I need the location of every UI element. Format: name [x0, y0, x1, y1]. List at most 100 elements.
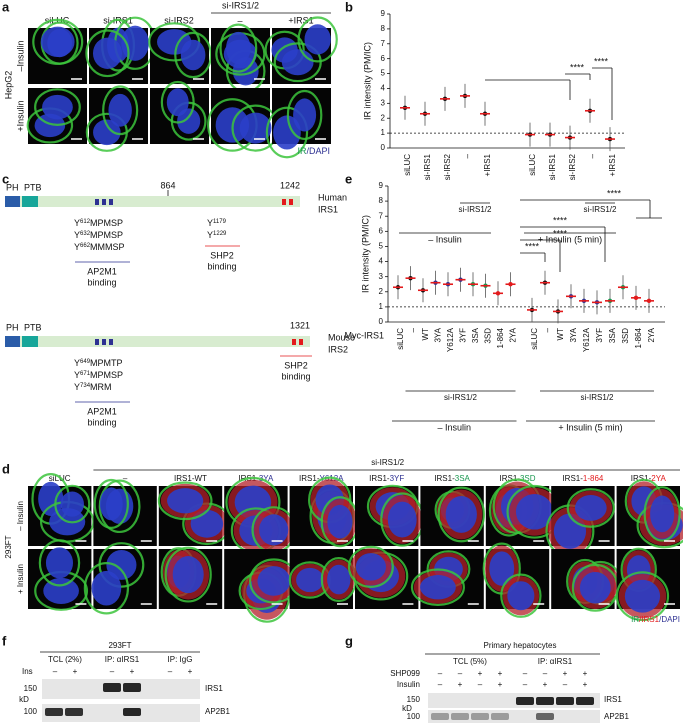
nucleus	[166, 88, 189, 117]
prefix: IRS1-	[299, 474, 320, 483]
marker: 100	[407, 712, 421, 721]
sign: –	[563, 680, 568, 689]
row-label: + Insulin	[16, 564, 25, 594]
sign: –	[53, 667, 58, 676]
micrograph	[482, 542, 550, 618]
y-tick-label: 6	[381, 54, 386, 63]
prefix: IRS1-	[562, 474, 583, 483]
prefix: IRS1-	[174, 474, 195, 483]
ir-signal	[219, 23, 258, 73]
domain-label: PTB	[24, 182, 42, 192]
group-label: + Insulin (5 min)	[558, 422, 622, 432]
ir-signal	[643, 486, 681, 542]
motif: Y671MPMSP	[74, 370, 123, 380]
nucleus	[327, 564, 351, 595]
group-label: – Insulin	[437, 422, 471, 432]
ap2m1-site	[109, 339, 113, 345]
position: 1179	[213, 219, 227, 225]
label: SHP2	[210, 250, 234, 260]
shp2-site	[292, 339, 296, 345]
x-tick-label: WT	[556, 328, 565, 341]
position: 649	[80, 359, 91, 365]
x-tick-label: si-IRS1	[423, 153, 432, 180]
sign: +	[73, 667, 78, 676]
domain-label: PH	[6, 322, 19, 332]
marker: kD	[402, 704, 412, 713]
ir-signal	[410, 568, 465, 607]
treatment-label: SHP099	[390, 669, 420, 678]
band-label: IRS1	[604, 695, 622, 704]
blot-strip	[428, 710, 600, 723]
sign: +	[583, 680, 588, 689]
x-tick-label: 1-864	[496, 327, 505, 348]
row-label: –Insulin	[15, 40, 25, 71]
micrograph	[616, 478, 683, 549]
subgroup-label: si-IRS1/2	[459, 205, 492, 214]
position-label: 864	[160, 180, 175, 190]
ir-signal	[174, 31, 213, 79]
position: 632	[80, 231, 91, 237]
blot-band	[516, 697, 534, 705]
micrograph	[545, 486, 615, 558]
x-tick-label: 3YF	[459, 328, 468, 343]
x-tick-label: siLUC	[396, 328, 405, 350]
sign: +	[130, 667, 135, 676]
residue: Y	[74, 218, 80, 228]
ir-signal	[615, 571, 670, 622]
y-tick-label: 2	[381, 113, 386, 122]
nucleus	[624, 579, 661, 613]
treatment-label: Insulin	[397, 680, 420, 689]
micrograph	[26, 88, 87, 144]
position: 662	[80, 243, 91, 249]
nucleus	[579, 571, 611, 604]
sign: +	[583, 669, 588, 678]
sign: +	[478, 669, 483, 678]
column-header: IRS1-3YF	[369, 474, 404, 483]
sign: +	[543, 680, 548, 689]
blot-strip	[428, 693, 600, 708]
variant: WT	[195, 474, 208, 483]
sign: –	[438, 680, 443, 689]
ir-signal	[347, 545, 394, 588]
significance: ****	[553, 215, 568, 225]
nucleus	[91, 570, 122, 606]
column-header: IRS1-2YA	[631, 474, 667, 483]
blot-band	[103, 683, 121, 692]
ap2m1-site	[102, 199, 106, 205]
blot-band	[536, 713, 554, 720]
ap2m1-site	[109, 199, 113, 205]
label: AP2M1	[87, 406, 117, 416]
nucleus	[177, 108, 201, 134]
domain-label: PH	[6, 182, 19, 192]
sign: +	[458, 680, 463, 689]
lane-group: TCL (5%)	[453, 657, 487, 666]
sequence: MPMSP	[90, 370, 123, 380]
sign: +	[498, 669, 503, 678]
nucleus	[106, 549, 137, 580]
ir-signal	[102, 85, 139, 136]
lane-group: IP: IgG	[168, 655, 193, 664]
x-tick-label: –	[543, 327, 552, 332]
lane-group: IP: αIRS1	[105, 655, 140, 664]
motif: Y649MPMTP	[74, 358, 123, 368]
prefix: IRS1-	[369, 474, 390, 483]
y-tick-label: 8	[379, 196, 384, 205]
ap2m1-site	[102, 339, 106, 345]
label: binding	[87, 277, 116, 287]
ir-signal	[265, 106, 309, 159]
y-tick-label: 9	[381, 9, 386, 18]
column-header: –	[237, 15, 242, 25]
column-header: IRS1-3SD	[499, 474, 535, 483]
nucleus	[92, 37, 123, 70]
group-header: si-IRS1/2	[371, 458, 404, 467]
motif: Y612MPMSP	[74, 218, 123, 228]
domain-label: PTB	[24, 322, 42, 332]
column-header: –	[123, 474, 128, 483]
variant: 3SA	[455, 474, 471, 483]
marker: kD	[19, 695, 29, 704]
variant: 3YF	[390, 474, 405, 483]
micrograph	[288, 549, 357, 609]
motif: Y1229	[207, 230, 227, 240]
